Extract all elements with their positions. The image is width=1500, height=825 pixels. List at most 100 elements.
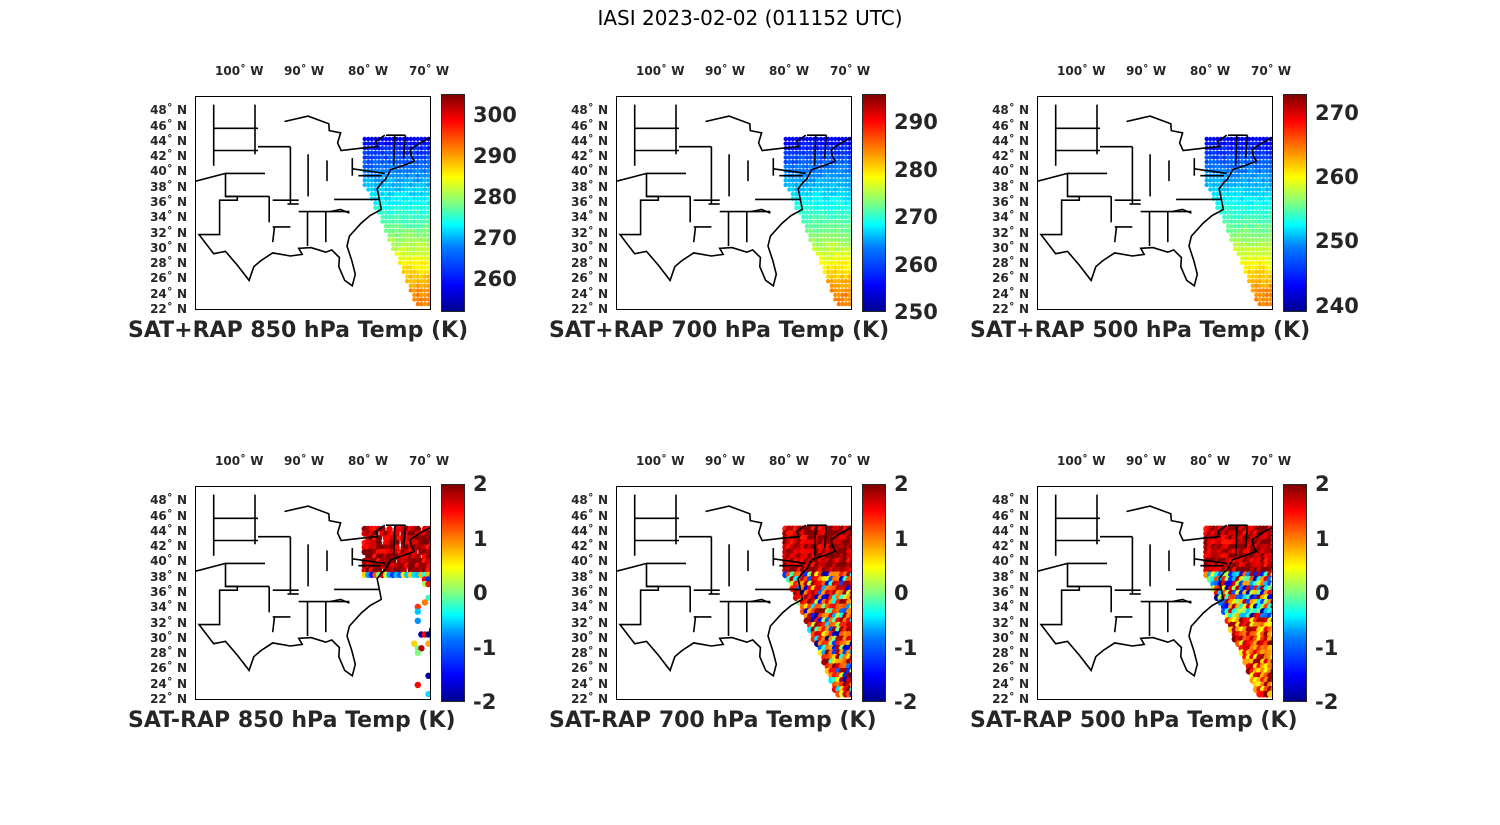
data-point xyxy=(1229,187,1234,192)
data-point xyxy=(1271,294,1272,296)
data-point xyxy=(833,196,838,201)
data-point xyxy=(380,187,385,192)
data-point xyxy=(415,283,420,288)
data-point xyxy=(429,234,430,237)
data-point xyxy=(829,246,834,252)
data-point xyxy=(419,146,424,151)
data-point xyxy=(1254,283,1259,288)
data-point xyxy=(408,136,413,142)
data-point xyxy=(808,214,813,220)
lat-tick-label: 28˚ N xyxy=(571,646,608,661)
data-point xyxy=(850,179,851,182)
data-point xyxy=(1271,188,1272,191)
lon-tick-label: 90˚ W xyxy=(284,64,325,78)
data-point xyxy=(394,196,399,201)
data-point xyxy=(808,237,813,243)
data-point xyxy=(408,173,413,178)
data-point xyxy=(1211,191,1216,197)
data-point xyxy=(1232,178,1238,183)
data-point xyxy=(804,210,810,215)
data-point xyxy=(1268,205,1272,210)
data-point xyxy=(1264,224,1270,229)
data-point xyxy=(849,691,851,697)
lat-tick-label: 48˚ N xyxy=(992,103,1029,118)
data-point xyxy=(1215,164,1220,169)
data-point xyxy=(843,219,849,224)
data-point xyxy=(408,224,413,229)
data-point xyxy=(804,136,810,142)
data-point xyxy=(1239,178,1245,183)
data-point xyxy=(1236,159,1241,165)
data-point xyxy=(804,214,810,220)
data-point xyxy=(801,187,806,192)
colorbar-tick-label: 270 xyxy=(894,205,938,230)
data-point xyxy=(1243,246,1248,252)
data-point xyxy=(1267,690,1272,698)
data-point xyxy=(826,187,831,192)
data-point xyxy=(843,150,849,155)
data-point xyxy=(822,237,827,243)
data-point xyxy=(1222,150,1227,155)
data-point xyxy=(826,168,831,174)
map-area xyxy=(1037,486,1273,700)
data-point xyxy=(1264,228,1270,233)
lat-tick-label: 22˚ N xyxy=(571,302,608,316)
data-point xyxy=(797,150,803,155)
data-point xyxy=(387,141,392,146)
data-point xyxy=(1204,159,1209,165)
data-point xyxy=(366,164,371,169)
data-point xyxy=(1271,174,1272,177)
data-point xyxy=(843,159,849,165)
data-point xyxy=(426,196,430,201)
data-point xyxy=(1271,252,1272,255)
data-point xyxy=(1257,136,1262,142)
data-point xyxy=(840,256,845,261)
data-point xyxy=(405,187,410,192)
data-point xyxy=(428,558,430,564)
data-points xyxy=(1204,136,1272,307)
data-point xyxy=(1254,297,1259,302)
data-point xyxy=(422,219,428,224)
data-point xyxy=(811,191,817,197)
data-point xyxy=(840,242,845,247)
data-point xyxy=(787,159,792,165)
data-point xyxy=(415,219,420,224)
data-point xyxy=(422,182,428,188)
data-point xyxy=(383,187,389,192)
data-point xyxy=(415,237,420,243)
data-point xyxy=(847,214,851,220)
data-point xyxy=(426,141,430,146)
data-point xyxy=(850,188,851,191)
state-border xyxy=(823,525,828,549)
data-point xyxy=(1225,205,1231,210)
data-point xyxy=(1268,224,1272,229)
data-point xyxy=(840,182,845,188)
data-point xyxy=(405,269,410,275)
data-point xyxy=(422,279,428,284)
data-point xyxy=(383,191,389,197)
data-point xyxy=(836,159,841,165)
data-point xyxy=(429,156,430,159)
data-point xyxy=(412,205,417,210)
data-point xyxy=(428,650,430,656)
data-point xyxy=(1211,150,1216,155)
data-point xyxy=(1243,256,1248,261)
data-point xyxy=(811,187,817,192)
data-point xyxy=(1211,136,1216,142)
data-point xyxy=(1254,150,1259,155)
data-point xyxy=(808,224,813,229)
data-point xyxy=(1218,164,1224,169)
data-point xyxy=(804,141,810,146)
data-point xyxy=(1247,201,1252,206)
data-point xyxy=(425,594,430,601)
data-point xyxy=(383,136,389,142)
coastline xyxy=(196,136,430,288)
data-point xyxy=(1222,196,1227,201)
lat-tick-label: 38˚ N xyxy=(992,179,1029,194)
data-point xyxy=(1254,228,1259,233)
data-point xyxy=(412,182,417,188)
data-point xyxy=(804,168,810,174)
data-point xyxy=(1268,146,1272,151)
data-point xyxy=(1232,219,1238,224)
data-point xyxy=(408,265,413,270)
